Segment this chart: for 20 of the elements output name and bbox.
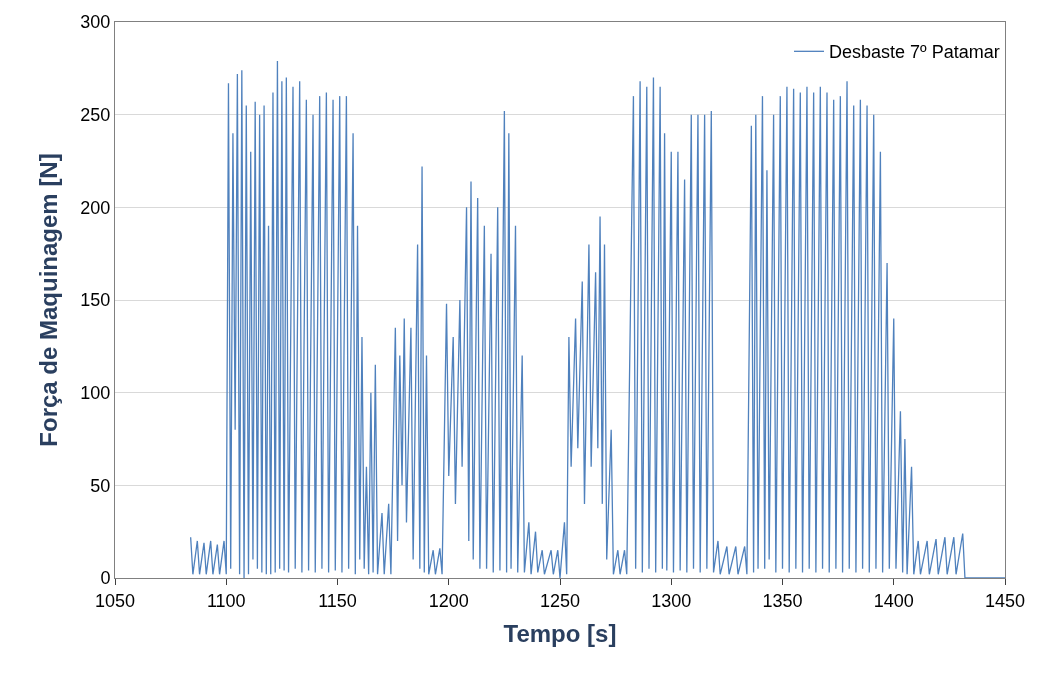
y-axis-title: Força de Maquinagem [N] — [35, 153, 63, 447]
x-tick-label: 1200 — [428, 590, 469, 611]
line-series — [190, 60, 1005, 578]
x-tick-label: 1350 — [762, 590, 803, 611]
x-tick-label: 1100 — [206, 590, 246, 611]
x-axis-title: Tempo [s] — [503, 619, 617, 647]
x-tick-label: 1300 — [651, 590, 692, 611]
y-tick-label: 250 — [80, 104, 111, 125]
y-tick-label: 50 — [90, 475, 111, 496]
legend-label: Desbaste 7º Patamar — [829, 42, 1000, 63]
y-tick-label: 100 — [80, 382, 111, 403]
x-tick-label: 1150 — [318, 590, 357, 611]
x-tick-label: 1050 — [94, 590, 136, 611]
y-tick-label: 200 — [80, 197, 111, 218]
x-tick-label: 1450 — [984, 590, 1026, 611]
x-tick-label: 1400 — [873, 590, 914, 611]
y-tick-label: 0 — [100, 568, 111, 589]
y-tick-label: 300 — [80, 12, 111, 33]
y-tick-label: 150 — [80, 290, 111, 311]
x-tick-label: 1250 — [539, 590, 581, 611]
